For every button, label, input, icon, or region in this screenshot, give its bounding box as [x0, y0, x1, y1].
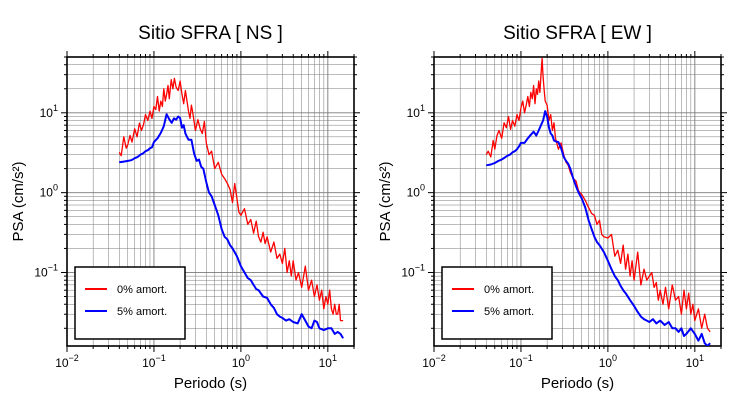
y-tick-label: 100 — [407, 183, 425, 200]
legend: 0% amort. 5% amort. — [441, 266, 553, 340]
y-tick-label: 100 — [40, 183, 58, 200]
legend-box — [441, 266, 553, 340]
chart-title: Sitio SFRA [ EW ] — [503, 23, 652, 44]
chart-title: Sitio SFRA [ NS ] — [138, 23, 283, 44]
x-tick-label: 10−1 — [142, 353, 166, 370]
plot-frame — [433, 56, 722, 347]
y-tick-label: 101 — [40, 103, 58, 120]
series-line-damping-5 — [486, 110, 711, 346]
plot-frame — [66, 56, 355, 347]
legend-box — [74, 266, 186, 340]
legend-label: 0% amort. — [117, 284, 167, 296]
series-line-damping-0 — [485, 57, 711, 333]
legend-label: 5% amort. — [484, 306, 534, 318]
x-tick-label: 10−1 — [509, 353, 533, 370]
legend: 0% amort. 5% amort. — [74, 266, 186, 340]
panel-2: 10−2 10−1 100 101 10−1 100 101 Sitio SFRA [ EW … — [377, 23, 727, 392]
x-tick-label: 10−2 — [422, 353, 446, 370]
panel-1: 10−2 10−1 100 101 10−1 100 101 Sitio SFRA [ NS … — [10, 23, 360, 392]
y-tick-label: 10−1 — [401, 262, 425, 279]
legend-label: 0% amort. — [484, 284, 534, 296]
x-axis-label: Periodo (s) — [174, 375, 247, 392]
x-tick-label: 100 — [599, 353, 617, 370]
x-tick-label: 100 — [232, 353, 250, 370]
series-line-damping-5 — [119, 113, 344, 339]
y-tick-label: 10−1 — [34, 262, 58, 279]
legend-label: 5% amort. — [117, 306, 167, 318]
x-tick-label: 101 — [686, 353, 704, 370]
y-tick-label: 101 — [407, 103, 425, 120]
x-axis-label: Periodo (s) — [541, 375, 614, 392]
y-axis-label: PSA (cm/s²) — [10, 161, 27, 241]
series-line-damping-0 — [118, 77, 344, 322]
x-tick-label: 10−2 — [55, 353, 79, 370]
x-tick-label: 101 — [319, 353, 337, 370]
y-axis-label: PSA (cm/s²) — [377, 161, 394, 241]
